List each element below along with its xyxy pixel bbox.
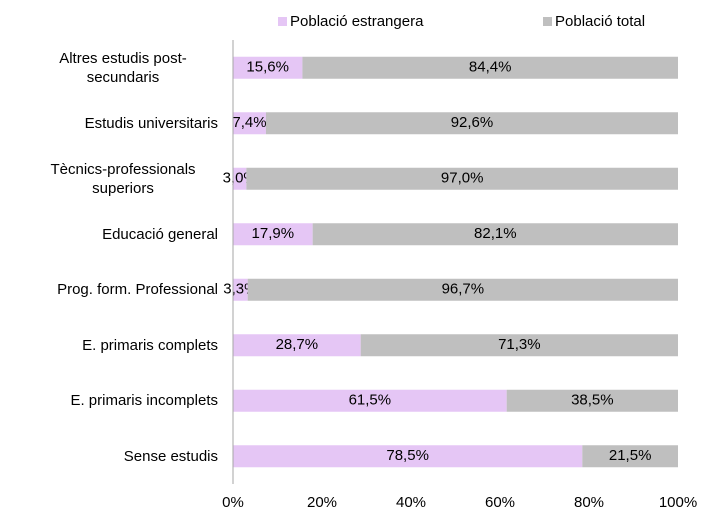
data-label: 71,3% [498, 336, 541, 353]
x-tick-label: 40% [396, 494, 426, 511]
data-label: 15,6% [246, 59, 289, 76]
data-label: 96,7% [442, 281, 485, 298]
bar-segment [506, 389, 678, 412]
data-label: 7,4% [232, 114, 266, 131]
x-tick-label: 100% [659, 494, 697, 511]
bar-segment [233, 389, 507, 412]
data-label: 78,5% [386, 447, 429, 464]
x-tick-label: 80% [574, 494, 604, 511]
data-label: 82,1% [474, 225, 517, 242]
data-label: 92,6% [451, 114, 494, 131]
bar-segment [247, 278, 678, 301]
bar-segment [246, 167, 678, 190]
x-tick-label: 20% [307, 494, 337, 511]
legend-swatch [543, 17, 552, 26]
category-label: Educació general [18, 209, 218, 259]
bar-segment [233, 445, 583, 468]
legend-label: Població total [555, 13, 645, 30]
legend-label: Població estrangera [290, 13, 424, 30]
bar-segment [360, 334, 678, 357]
bar-segment [233, 167, 247, 190]
bar-segment [582, 445, 678, 468]
category-label: E. primaris incomplets [18, 376, 218, 426]
category-label: Sense estudis [18, 431, 218, 481]
bar-segment [233, 278, 248, 301]
data-label: 61,5% [349, 392, 392, 409]
data-label: 38,5% [571, 392, 614, 409]
bar-segment [312, 223, 678, 246]
category-label: Prog. form. Professional [18, 265, 218, 315]
x-tick-label: 0% [222, 494, 244, 511]
category-text: Educació general [102, 225, 218, 243]
category-text: E. primaris incomplets [70, 392, 218, 410]
legend-swatch [278, 17, 287, 26]
category-text: Prog. form. Professional [57, 281, 218, 299]
data-label: 17,9% [252, 225, 295, 242]
bar-segment [233, 112, 266, 135]
category-label: Estudis universitaris [18, 98, 218, 148]
bar-segment [265, 112, 678, 135]
category-text: E. primaris complets [82, 336, 218, 354]
category-label: Tècnics-professionals superiors [18, 154, 218, 204]
category-text: Sense estudis [123, 447, 218, 465]
category-label: E. primaris complets [18, 320, 218, 370]
category-text: Tècnics-professionals superiors [50, 160, 196, 197]
bar-segment [302, 56, 678, 79]
data-label: 97,0% [441, 170, 484, 187]
bar-segment [233, 56, 303, 79]
category-text: Altres estudis post-secundaris [59, 49, 187, 86]
bar-segment [233, 223, 313, 246]
category-label: Altres estudis post-secundaris [18, 43, 218, 93]
data-label: 21,5% [609, 447, 652, 464]
x-tick-label: 60% [485, 494, 515, 511]
data-label: 28,7% [276, 336, 319, 353]
data-label: 84,4% [469, 59, 512, 76]
category-text: Estudis universitaris [84, 114, 218, 132]
bar-segment [233, 334, 361, 357]
